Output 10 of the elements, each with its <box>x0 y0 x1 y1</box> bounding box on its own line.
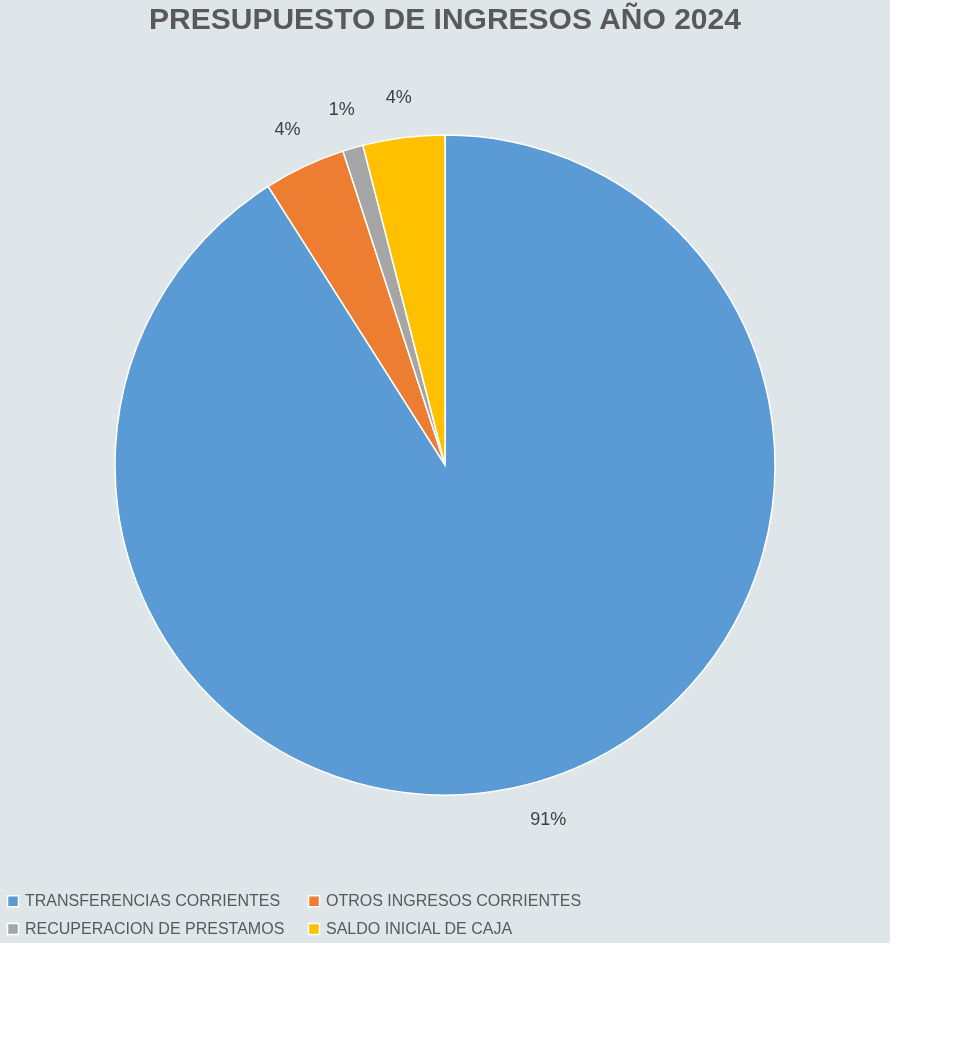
legend-label: SALDO INICIAL DE CAJA <box>326 920 513 937</box>
pie-slice <box>114 134 776 796</box>
data-label: 4% <box>385 86 412 107</box>
legend-label: TRANSFERENCIAS CORRIENTES <box>25 892 281 910</box>
legend-label: OTROS INGRESOS CORRIENTES <box>326 892 582 910</box>
chart-title: PRESUPUESTO DE INGRESOS AÑO 2024 <box>149 2 742 35</box>
data-label: 91% <box>530 809 567 830</box>
data-label: 1% <box>328 98 355 119</box>
legend-label: RECUPERACION DE PRESTAMOS <box>25 920 285 937</box>
data-label: 4% <box>274 119 301 140</box>
